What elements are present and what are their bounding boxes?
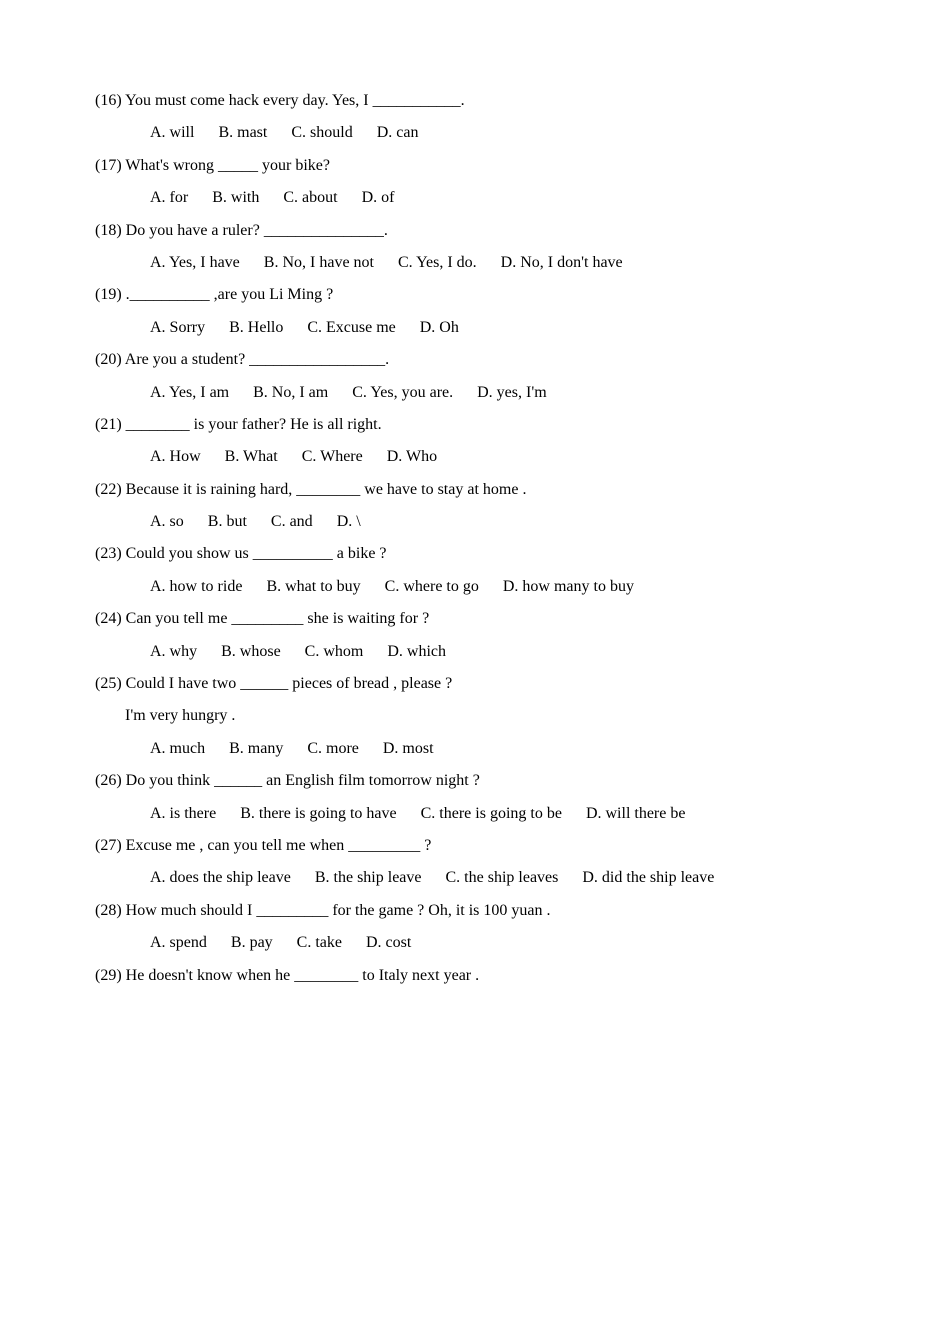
option-c: C. where to go (385, 576, 479, 598)
question-text: (29) He doesn't know when he ________ to… (95, 965, 855, 987)
options-row: A. much B. many C. more D. most (150, 738, 855, 760)
option-c: C. Yes, I do. (398, 252, 477, 274)
option-a: A. will (150, 122, 194, 144)
option-c: C. take (297, 932, 342, 954)
option-d: D. Who (387, 446, 437, 468)
option-b: B. mast (218, 122, 267, 144)
question-text: (24) Can you tell me _________ she is wa… (95, 608, 855, 630)
question-24: (24) Can you tell me _________ she is wa… (95, 608, 855, 663)
option-b: B. No, I have not (264, 252, 374, 274)
option-b: B. whose (221, 641, 281, 663)
option-c: C. should (291, 122, 352, 144)
option-c: C. the ship leaves (446, 867, 559, 889)
options-row: A. Yes, I have B. No, I have not C. Yes, I… (150, 252, 855, 274)
options-row: A. spend B. pay C. take D. cost (150, 932, 855, 954)
question-18: (18) Do you have a ruler? ______________… (95, 220, 855, 275)
option-b: B. what to buy (266, 576, 360, 598)
options-row: A. why B. whose C. whom D. which (150, 641, 855, 663)
option-b: B. there is going to have (240, 803, 396, 825)
question-text: (21) ________ is your father? He is all … (95, 414, 855, 436)
option-c: C. about (283, 187, 337, 209)
option-a: A. how to ride (150, 576, 242, 598)
options-row: A. will B. mast C. should D. can (150, 122, 855, 144)
option-c: C. more (307, 738, 359, 760)
question-22: (22) Because it is raining hard, _______… (95, 479, 855, 534)
option-c: C. Yes, you are. (352, 382, 453, 404)
question-continuation: I'm very hungry . (125, 705, 855, 727)
question-text: (18) Do you have a ruler? ______________… (95, 220, 855, 242)
option-d: D. yes, I'm (477, 382, 547, 404)
option-d: D. No, I don't have (501, 252, 623, 274)
option-a: A. spend (150, 932, 207, 954)
option-a: A. How (150, 446, 201, 468)
option-a: A. Sorry (150, 317, 205, 339)
option-b: B. No, I am (253, 382, 328, 404)
question-17: (17) What's wrong _____ your bike? A. for… (95, 155, 855, 210)
option-d: D. cost (366, 932, 411, 954)
option-b: B. but (208, 511, 247, 533)
option-d: D. can (377, 122, 419, 144)
option-a: A. for (150, 187, 188, 209)
question-text: (27) Excuse me , can you tell me when __… (95, 835, 855, 857)
options-row: A. How B. What C. Where D. Who (150, 446, 855, 468)
question-text: (28) How much should I _________ for the… (95, 900, 855, 922)
option-b: B. pay (231, 932, 273, 954)
option-b: B. Hello (229, 317, 283, 339)
question-text: (17) What's wrong _____ your bike? (95, 155, 855, 177)
option-b: B. the ship leave (315, 867, 422, 889)
option-a: A. does the ship leave (150, 867, 291, 889)
options-row: A. how to ride B. what to buy C. where to … (150, 576, 855, 598)
question-21: (21) ________ is your father? He is all … (95, 414, 855, 469)
options-row: A. Yes, I am B. No, I am C. Yes, you are. D… (150, 382, 855, 404)
option-d: D. Oh (420, 317, 459, 339)
option-a: A. much (150, 738, 205, 760)
question-27: (27) Excuse me , can you tell me when __… (95, 835, 855, 890)
questions-container: (16) You must come hack every day. Yes, … (95, 90, 855, 987)
question-text: (23) Could you show us __________ a bike… (95, 543, 855, 565)
option-a: A. Yes, I have (150, 252, 240, 274)
question-25: (25) Could I have two ______ pieces of b… (95, 673, 855, 760)
option-b: B. many (229, 738, 283, 760)
question-text: (25) Could I have two ______ pieces of b… (95, 673, 855, 695)
options-row: A. so B. but C. and D. \ (150, 511, 855, 533)
option-a: A. is there (150, 803, 216, 825)
option-d: D. will there be (586, 803, 686, 825)
option-c: C. and (271, 511, 313, 533)
option-d: D. how many to buy (503, 576, 634, 598)
option-d: D. \ (337, 511, 361, 533)
option-a: A. Yes, I am (150, 382, 229, 404)
options-row: A. for B. with C. about D. of (150, 187, 855, 209)
question-16: (16) You must come hack every day. Yes, … (95, 90, 855, 145)
question-text: (16) You must come hack every day. Yes, … (95, 90, 855, 112)
options-row: A. does the ship leave B. the ship leave C… (150, 867, 855, 889)
options-row: A. is there B. there is going to have C. t… (150, 803, 855, 825)
option-d: D. most (383, 738, 434, 760)
option-d: D. did the ship leave (582, 867, 714, 889)
question-23: (23) Could you show us __________ a bike… (95, 543, 855, 598)
question-20: (20) Are you a student? ________________… (95, 349, 855, 404)
option-c: C. whom (305, 641, 364, 663)
question-text: (20) Are you a student? ________________… (95, 349, 855, 371)
question-19: (19) .__________ ,are you Li Ming ? A. So… (95, 284, 855, 339)
option-c: C. Excuse me (307, 317, 395, 339)
option-d: D. which (387, 641, 446, 663)
option-a: A. so (150, 511, 184, 533)
question-26: (26) Do you think ______ an English film… (95, 770, 855, 825)
question-text: (26) Do you think ______ an English film… (95, 770, 855, 792)
option-d: D. of (362, 187, 395, 209)
question-29: (29) He doesn't know when he ________ to… (95, 965, 855, 987)
options-row: A. Sorry B. Hello C. Excuse me D. Oh (150, 317, 855, 339)
question-text: (22) Because it is raining hard, _______… (95, 479, 855, 501)
question-28: (28) How much should I _________ for the… (95, 900, 855, 955)
option-c: C. there is going to be (421, 803, 562, 825)
option-b: B. with (212, 187, 259, 209)
question-text: (19) .__________ ,are you Li Ming ? (95, 284, 855, 306)
option-b: B. What (225, 446, 278, 468)
option-a: A. why (150, 641, 197, 663)
option-c: C. Where (302, 446, 363, 468)
